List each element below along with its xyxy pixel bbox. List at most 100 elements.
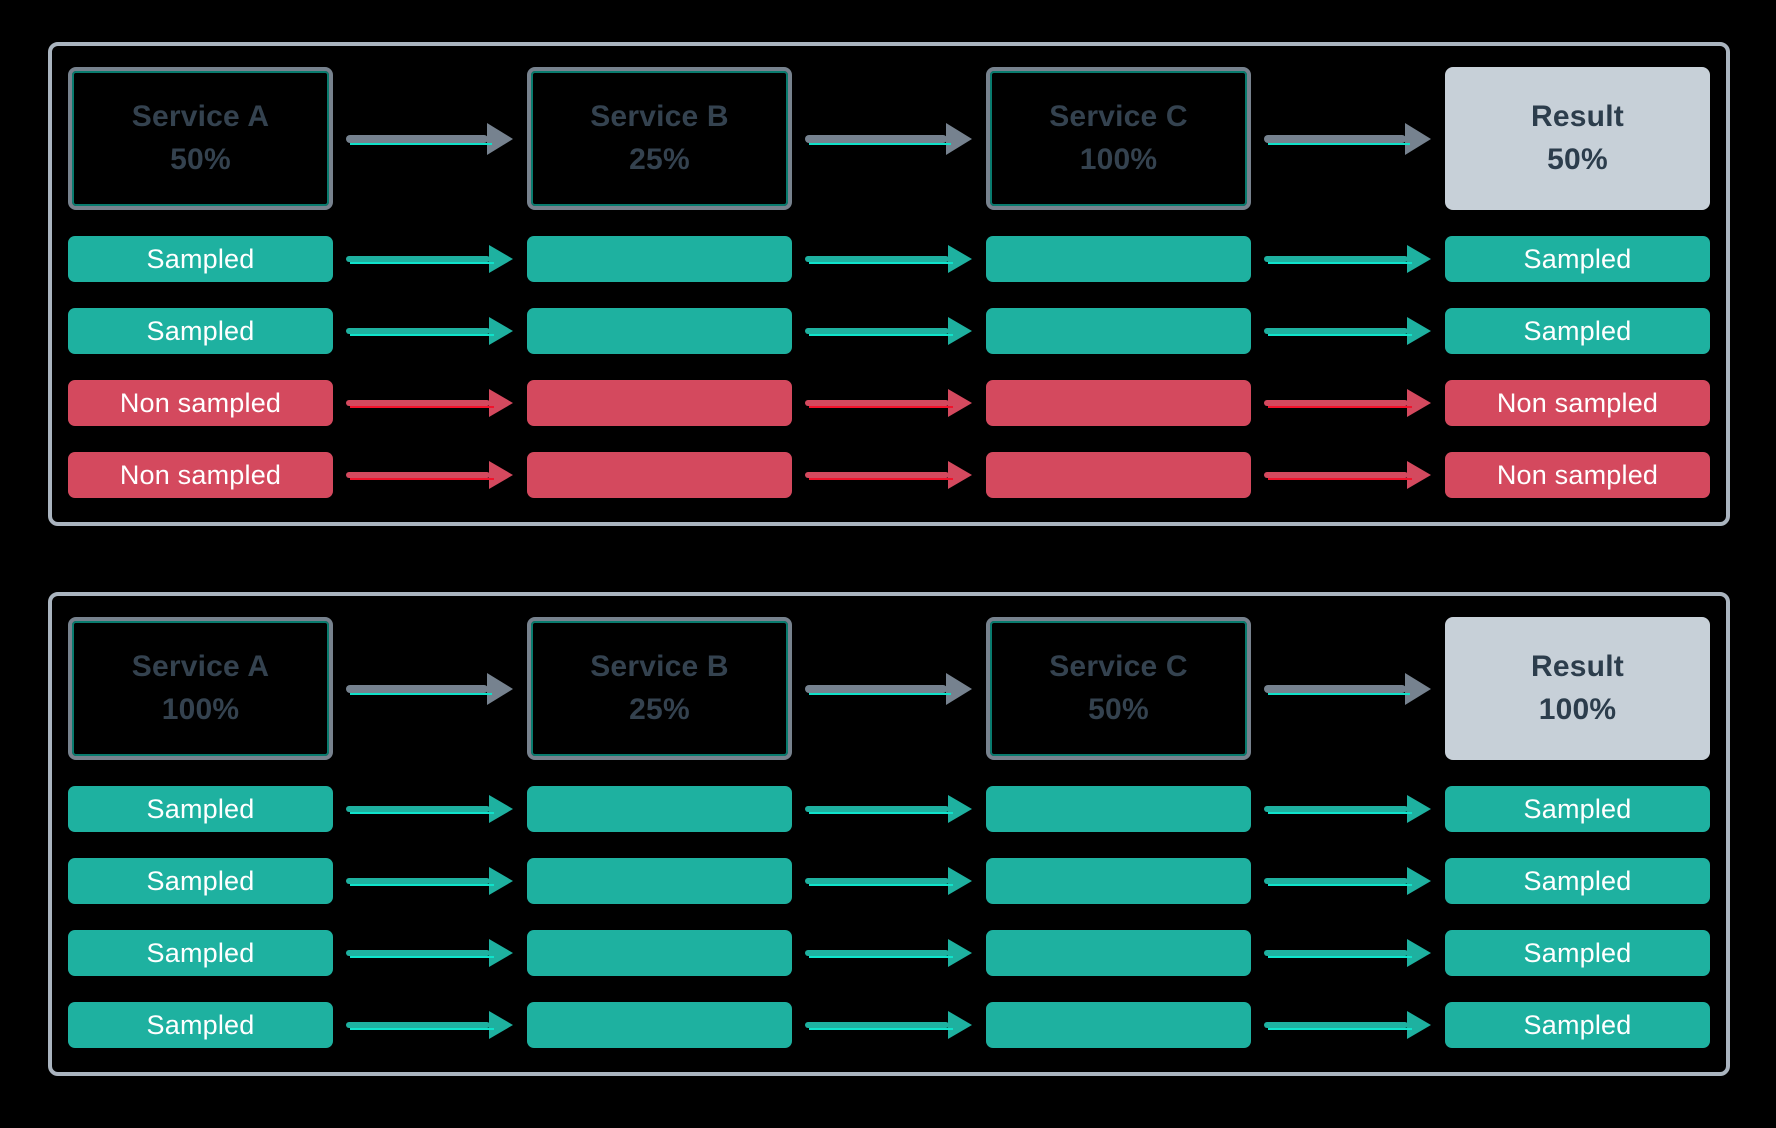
trace-bar: Sampled: [1445, 236, 1710, 282]
trace-bar: Sampled: [68, 236, 333, 282]
panel-grid: Service A 50% Service B 25% Service C 100% Res…: [52, 46, 1726, 522]
trace-arrow: [1264, 1011, 1431, 1039]
arrow-shaft: [1264, 1022, 1412, 1030]
arrow-head-icon: [489, 317, 513, 345]
arrow-shaft: [346, 806, 494, 814]
arrow-shaft: [805, 328, 953, 336]
service-box: Service B 25%: [527, 617, 792, 760]
trace-bar: Sampled: [68, 786, 333, 832]
trace-bar: [527, 786, 792, 832]
trace-arrow-cell: [333, 939, 527, 967]
arrow-shaft: [346, 1022, 494, 1030]
trace-arrow-cell: [792, 245, 986, 273]
service-title: Service A: [131, 100, 270, 133]
trace-arrow-cell: [1251, 317, 1445, 345]
trace-bar: [527, 1002, 792, 1048]
arrow-head-icon: [1407, 795, 1431, 823]
arrow-shaft: [1264, 472, 1412, 480]
trace-arrow: [805, 939, 972, 967]
trace-arrow: [346, 461, 513, 489]
arrow-head-icon: [489, 1011, 513, 1039]
arrow-head-icon: [948, 795, 972, 823]
trace-arrow-cell: [333, 461, 527, 489]
trace-bar: Sampled: [68, 308, 333, 354]
trace-arrow: [805, 245, 972, 273]
arrow-head-icon: [1405, 122, 1431, 155]
trace-arrow: [1264, 939, 1431, 967]
trace-status-label: Sampled: [1523, 315, 1632, 346]
trace-bar: Sampled: [1445, 1002, 1710, 1048]
trace-status-label: Sampled: [1523, 793, 1632, 824]
trace-arrow-cell: [333, 795, 527, 823]
arrow-head-icon: [948, 389, 972, 417]
trace-arrow: [1264, 245, 1431, 273]
trace-status-label: Sampled: [146, 793, 255, 824]
arrow-shaft: [346, 950, 494, 958]
arrow-shaft: [346, 684, 492, 695]
trace-arrow: [346, 867, 513, 895]
panel-grid: Service A 100% Service B 25% Service C 50% Res…: [52, 596, 1726, 1072]
trace-status-label: Sampled: [1523, 865, 1632, 896]
trace-bar: [527, 308, 792, 354]
trace-bar: Sampled: [1445, 308, 1710, 354]
trace-arrow-cell: [792, 867, 986, 895]
arrow-head-icon: [1407, 317, 1431, 345]
flow-arrow-cell: [1251, 672, 1445, 705]
trace-status-label: Sampled: [1523, 243, 1632, 274]
panel-scenario-1: Service A 50% Service B 25% Service C 100% Res…: [48, 42, 1730, 526]
trace-arrow: [346, 939, 513, 967]
flow-arrow: [805, 122, 972, 155]
trace-arrow-cell: [1251, 795, 1445, 823]
arrow-head-icon: [1407, 867, 1431, 895]
trace-bar: Non sampled: [68, 452, 333, 498]
trace-bar: Sampled: [1445, 786, 1710, 832]
flow-arrow: [346, 672, 513, 705]
arrow-shaft: [805, 134, 951, 145]
trace-arrow-cell: [792, 461, 986, 489]
arrow-head-icon: [948, 939, 972, 967]
arrow-head-icon: [948, 245, 972, 273]
service-title: Service C: [1049, 650, 1188, 683]
trace-arrow-cell: [792, 389, 986, 417]
result-box: Result 50%: [1445, 67, 1710, 210]
trace-arrow: [1264, 867, 1431, 895]
flow-arrow-cell: [792, 672, 986, 705]
trace-arrow-cell: [1251, 389, 1445, 417]
trace-arrow-cell: [1251, 1011, 1445, 1039]
trace-bar: Sampled: [1445, 930, 1710, 976]
trace-arrow-cell: [1251, 939, 1445, 967]
trace-status-label: Non sampled: [1496, 459, 1659, 490]
service-box: Service A 100%: [68, 617, 333, 760]
trace-bar: Non sampled: [1445, 380, 1710, 426]
arrow-shaft: [805, 806, 953, 814]
trace-bar: Sampled: [1445, 858, 1710, 904]
arrow-shaft: [1264, 134, 1410, 145]
trace-arrow-cell: [1251, 245, 1445, 273]
trace-arrow: [346, 317, 513, 345]
arrow-head-icon: [489, 461, 513, 489]
arrow-shaft: [805, 950, 953, 958]
trace-bar: [986, 930, 1251, 976]
arrow-shaft: [805, 472, 953, 480]
arrow-head-icon: [946, 122, 972, 155]
arrow-head-icon: [1407, 461, 1431, 489]
arrow-head-icon: [489, 939, 513, 967]
flow-arrow-cell: [792, 122, 986, 155]
arrow-head-icon: [1407, 245, 1431, 273]
sampling-rate-value: 100%: [1079, 142, 1158, 176]
flow-arrow-cell: [333, 672, 527, 705]
trace-arrow-cell: [333, 389, 527, 417]
arrow-shaft: [346, 400, 494, 408]
arrow-head-icon: [1405, 672, 1431, 705]
trace-status-label: Non sampled: [119, 459, 282, 490]
trace-arrow-cell: [333, 1011, 527, 1039]
trace-bar: [527, 452, 792, 498]
service-box: Service B 25%: [527, 67, 792, 210]
arrow-head-icon: [489, 245, 513, 273]
flow-arrow: [1264, 672, 1431, 705]
arrow-shaft: [346, 878, 494, 886]
trace-arrow-cell: [333, 317, 527, 345]
arrow-shaft: [805, 1022, 953, 1030]
trace-bar: [527, 930, 792, 976]
panel-scenario-2: Service A 100% Service B 25% Service C 50% Res…: [48, 592, 1730, 1076]
